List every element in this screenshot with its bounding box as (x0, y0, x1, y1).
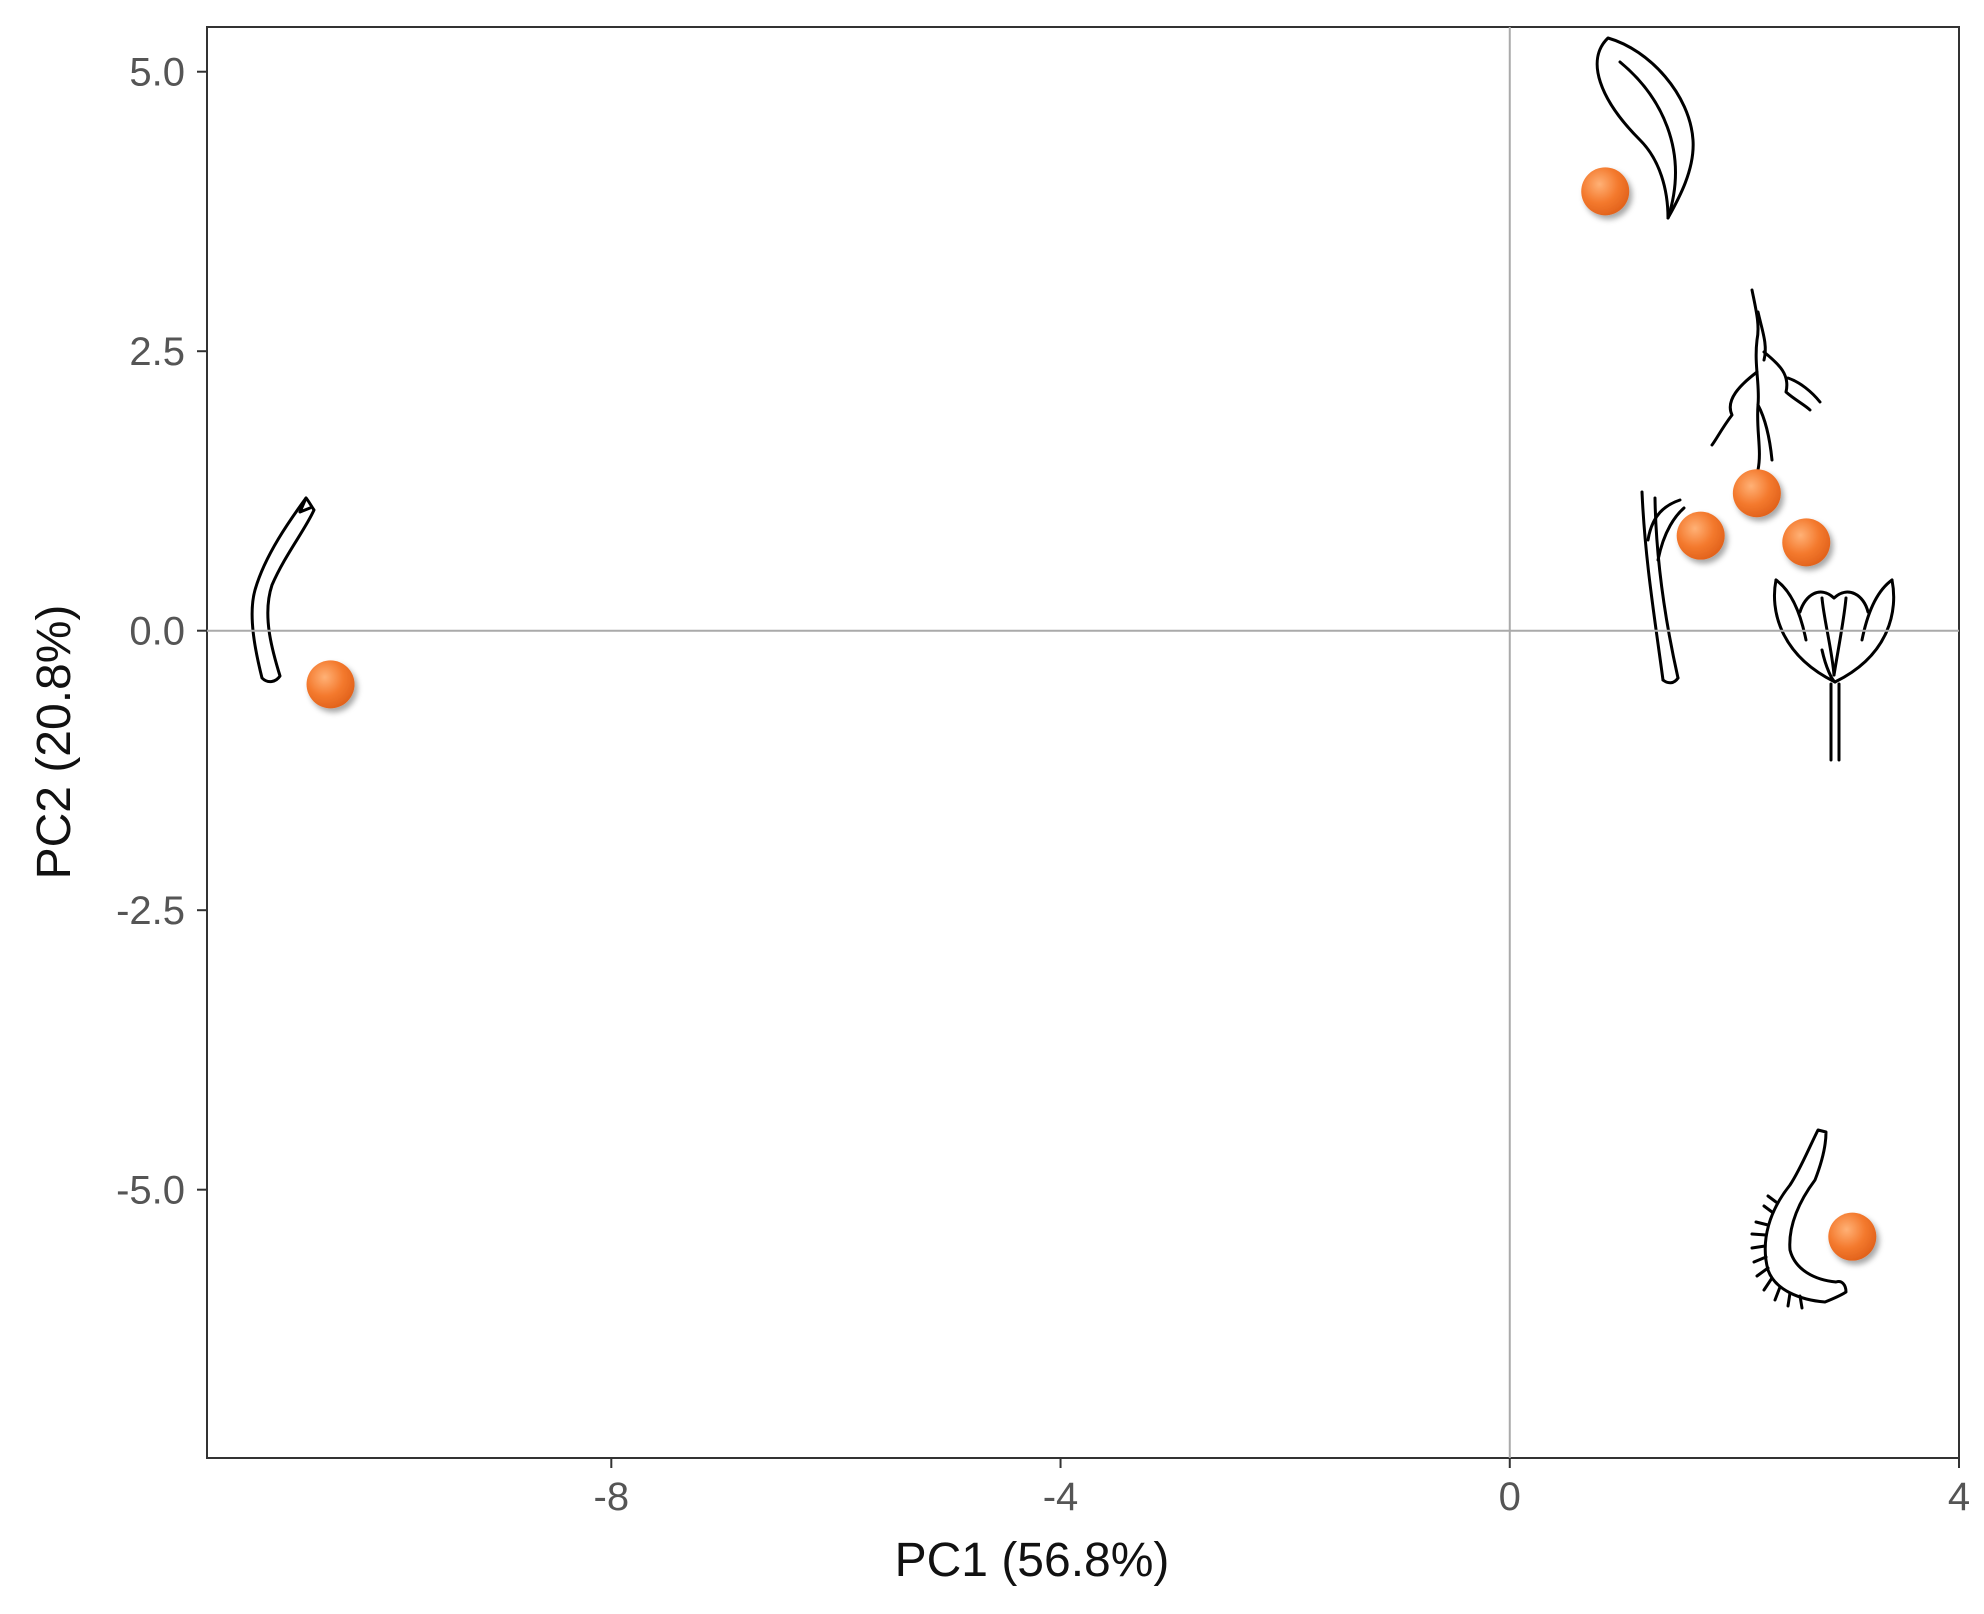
y-tick-label: -5.0 (116, 1169, 185, 1213)
x-tick-label: 4 (1948, 1475, 1970, 1519)
fruit-icon (1750, 1128, 1848, 1310)
data-point (1782, 518, 1831, 567)
data-point (1732, 469, 1781, 518)
flower-icon (1772, 578, 1896, 762)
x-axis: -8 -4 0 4 (594, 1458, 1970, 1519)
data-point (1828, 1212, 1877, 1261)
data-point (1676, 511, 1725, 560)
data-points (306, 167, 1877, 1261)
x-tick-label: 0 (1499, 1475, 1521, 1519)
root-icon (1710, 288, 1822, 472)
y-tick-label: 0.0 (129, 610, 185, 654)
leaf-icon (1595, 36, 1695, 220)
x-tick-label: -8 (594, 1475, 630, 1519)
data-point (1581, 167, 1630, 216)
plot-panel (206, 26, 1960, 1459)
data-point (306, 660, 355, 709)
petal-icon (250, 496, 316, 684)
y-axis-title: PC2 (20.8%) (28, 605, 81, 880)
y-tick-label: -2.5 (116, 889, 185, 933)
x-tick-label: -4 (1043, 1475, 1079, 1519)
x-axis-title: PC1 (56.8%) (895, 1534, 1170, 1587)
stem-icon (1640, 490, 1686, 685)
y-tick-label: 5.0 (129, 51, 185, 95)
reference-lines (207, 27, 1959, 1458)
y-tick-label: 2.5 (129, 330, 185, 374)
y-axis: 5.0 2.5 0.0 -2.5 -5.0 (116, 51, 207, 1213)
